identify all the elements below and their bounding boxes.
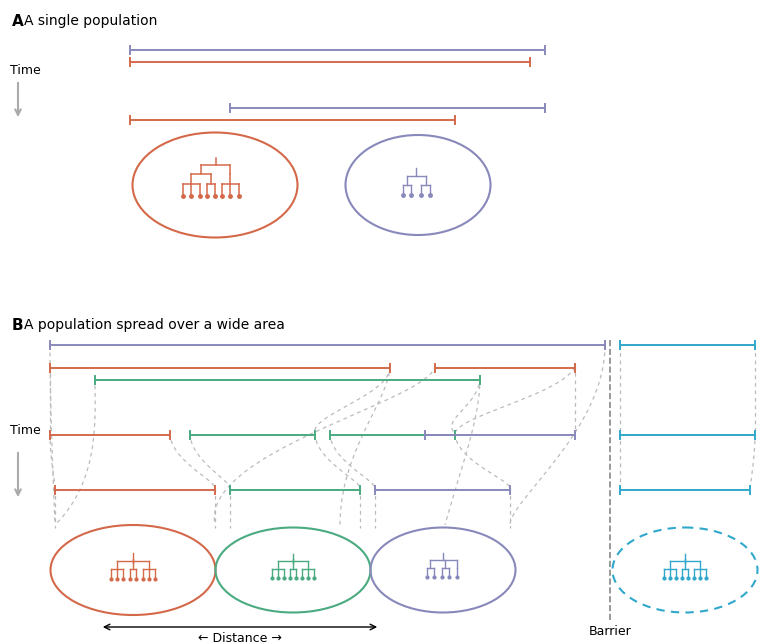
Text: A population spread over a wide area: A population spread over a wide area bbox=[24, 318, 285, 332]
Text: A: A bbox=[12, 14, 24, 29]
Text: A single population: A single population bbox=[24, 14, 158, 28]
Text: B: B bbox=[12, 318, 24, 333]
Text: Time: Time bbox=[10, 424, 41, 437]
Text: ← Distance →: ← Distance → bbox=[198, 632, 282, 644]
Text: Time: Time bbox=[10, 64, 41, 77]
Text: Barrier: Barrier bbox=[588, 625, 631, 638]
